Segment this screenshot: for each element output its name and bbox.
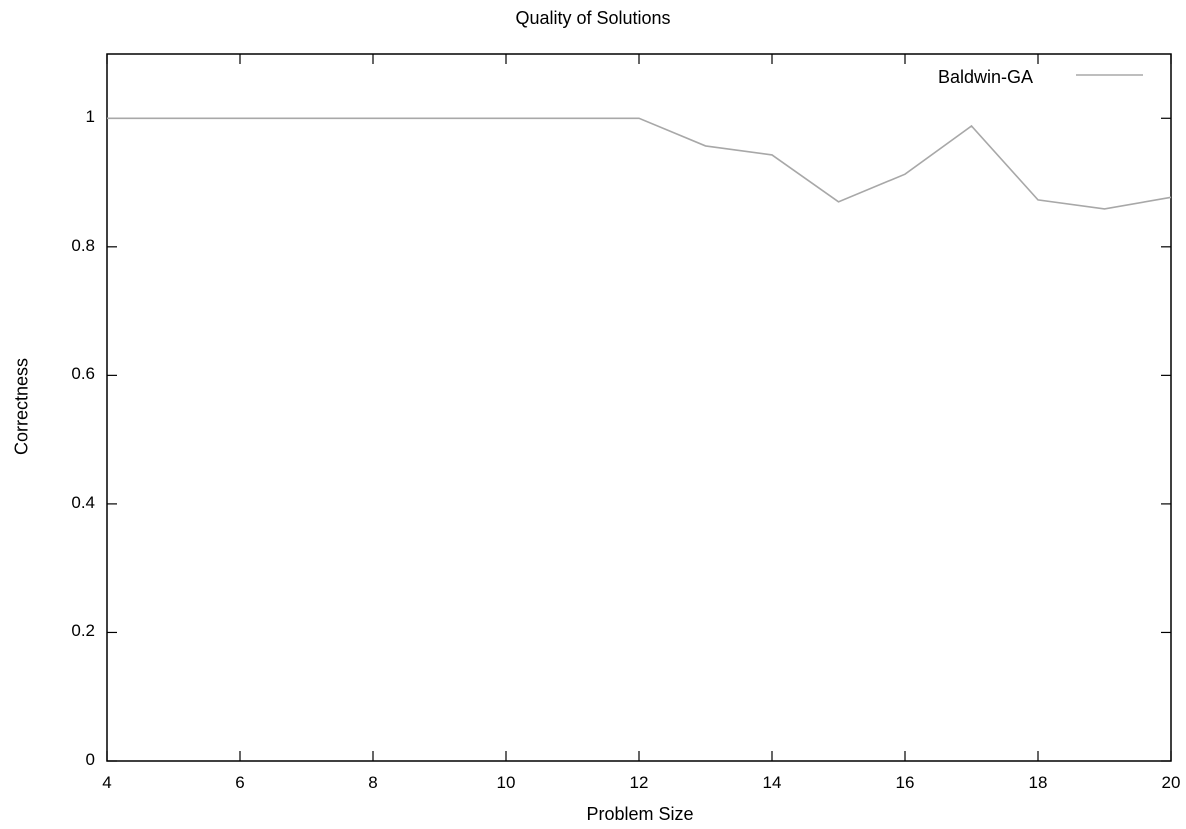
series-lines — [107, 117, 1172, 210]
x-axis-label: Problem Size — [586, 804, 694, 824]
y-tick-label: 0.6 — [71, 364, 95, 384]
y-axis-label: Correctness — [11, 357, 32, 456]
y-tick-label: 0.4 — [71, 492, 95, 512]
y-tick-label: 0 — [85, 750, 95, 769]
x-tick-label: 8 — [368, 773, 378, 792]
series-line-0 — [107, 117, 1172, 210]
x-tick-label: 16 — [895, 773, 915, 792]
y-tick-label: 1 — [85, 107, 95, 127]
plot-frame — [106, 53, 1172, 762]
x-tick-label: 12 — [629, 773, 649, 792]
x-tick-label: 4 — [102, 773, 112, 792]
axis-ticks — [106, 54, 1172, 762]
x-tick-label: 10 — [496, 773, 516, 792]
x-tick-label: 14 — [762, 773, 782, 792]
x-tick-label: 20 — [1161, 773, 1181, 792]
y-tick-label: 0.8 — [71, 235, 95, 255]
x-tick-label: 18 — [1028, 773, 1048, 792]
y-tick-label: 0.2 — [71, 621, 95, 641]
legend-label: Baldwin-GA — [937, 67, 1033, 87]
chart-title: Quality of Solutions — [515, 8, 671, 28]
x-tick-label: 6 — [235, 773, 245, 792]
